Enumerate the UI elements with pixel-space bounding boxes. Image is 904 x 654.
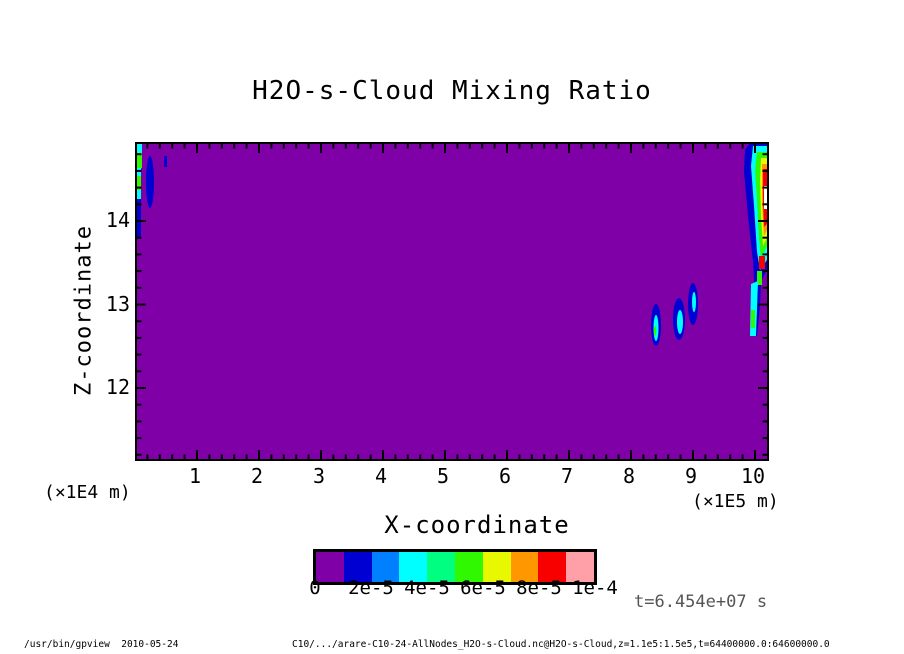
y-tick-label: 12 <box>105 375 130 399</box>
right-cloud-red-lower <box>759 256 765 269</box>
left-streak-blue <box>146 156 154 208</box>
left-edge-blue <box>137 199 141 237</box>
colorbar-tick-label: 2e-5 <box>348 577 394 599</box>
y-tick-label: 13 <box>105 291 130 316</box>
colorbar-tick-label: 4e-5 <box>404 577 450 599</box>
colorbar-tick-label: 1e-4 <box>572 577 618 599</box>
y-axis-unit: (×1E4 m) <box>44 482 131 503</box>
small-cloud-2-cyan <box>677 310 683 334</box>
x-tick-label: 8 <box>622 464 636 488</box>
y-tick-label: 14 <box>105 208 130 232</box>
colorbar <box>313 549 597 585</box>
x-axis-label: X-coordinate <box>384 511 570 539</box>
contour-plot <box>137 144 767 459</box>
plot-area <box>135 142 769 461</box>
x-tick-label: 3 <box>312 464 326 488</box>
small-cloud-3-cyan <box>692 292 696 312</box>
colorbar-tick-label: 8e-5 <box>516 577 562 599</box>
colorbar-segment <box>510 552 539 582</box>
footer-command-date: /usr/bin/gpview 2010-05-24 <box>24 639 179 650</box>
colorbar-segment <box>371 552 400 582</box>
colorbar-tick-label: 0 <box>309 577 321 599</box>
right-cloud-green-lower <box>757 271 762 285</box>
x-tick-label: 9 <box>684 464 698 488</box>
colorbar-segment <box>482 552 511 582</box>
left-edge-green-1 <box>137 153 142 168</box>
left-edge-green-2 <box>137 176 141 190</box>
left-edge-cyan-2 <box>137 168 141 176</box>
colorbar-segment <box>566 552 594 582</box>
x-tick-label: 10 <box>740 464 766 488</box>
colorbar-segment <box>316 552 344 582</box>
colorbar-segment <box>399 552 428 582</box>
left-edge-cyan-3 <box>137 190 141 199</box>
footer-file-path: C10/.../arare-C10-24-AllNodes_H2O-s-Clou… <box>292 639 830 650</box>
left-edge-cyan-1 <box>137 144 142 153</box>
left-dash-blue <box>164 156 167 167</box>
x-tick-label: 7 <box>560 464 574 488</box>
plot-background <box>137 144 767 459</box>
x-tick-label: 1 <box>188 464 202 488</box>
right-cloud-white-core <box>764 186 767 209</box>
colorbar-segment <box>454 552 483 582</box>
x-tick-label: 6 <box>498 464 512 488</box>
chart-title: H2O-s-Cloud Mixing Ratio <box>252 76 652 106</box>
time-annotation: t=6.454e+07 s <box>634 592 768 612</box>
colorbar-segment <box>427 552 455 582</box>
colorbar-segment <box>343 552 372 582</box>
x-tick-label: 4 <box>374 464 388 488</box>
x-tick-label: 5 <box>436 464 450 488</box>
x-axis-unit: (×1E5 m) <box>692 491 779 512</box>
colorbar-segment <box>538 552 567 582</box>
right-tail-green <box>751 310 755 328</box>
small-cloud-1-green <box>653 326 657 336</box>
colorbar-tick-label: 6e-5 <box>460 577 506 599</box>
x-tick-label: 2 <box>250 464 264 488</box>
